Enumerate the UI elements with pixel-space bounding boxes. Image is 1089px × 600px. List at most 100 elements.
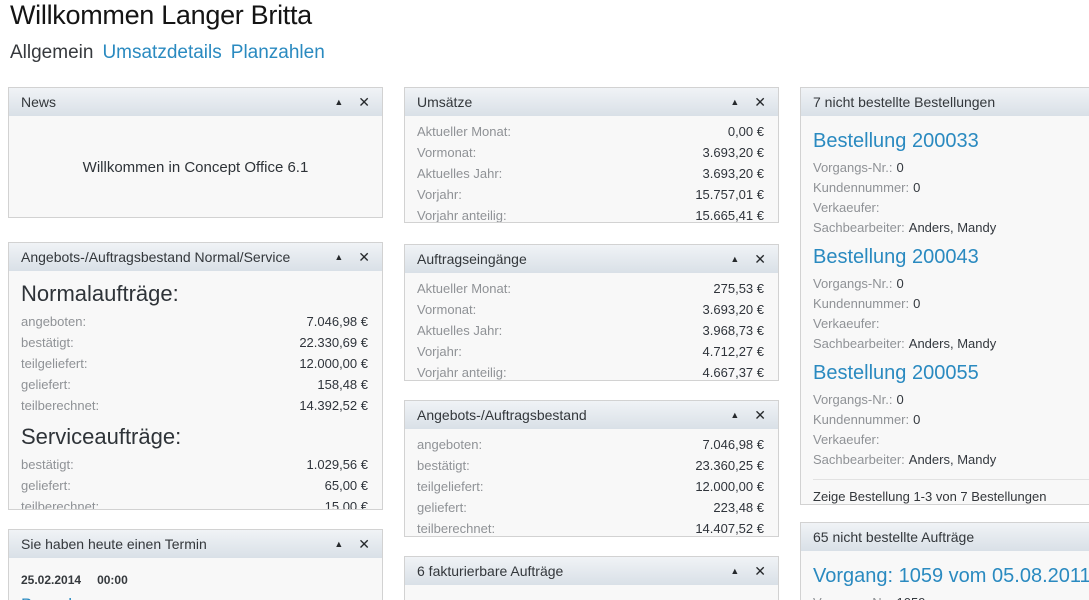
- panel-bestand: Angebots-/Auftragsbestand ▲ ✕ angeboten:…: [404, 400, 779, 537]
- row-label: teilgeliefert:: [21, 356, 88, 371]
- row-label: geliefert:: [21, 377, 71, 392]
- field-value: 0: [896, 275, 904, 291]
- collapse-icon[interactable]: ▲: [334, 538, 344, 549]
- panel-header[interactable]: 7 nicht bestellte Bestellungen ▲ ✕: [801, 88, 1089, 116]
- row-label: teilberechnet:: [417, 521, 496, 536]
- collapse-icon[interactable]: ▲: [334, 251, 344, 262]
- row-label: bestätigt:: [417, 458, 470, 473]
- close-icon[interactable]: ✕: [358, 94, 370, 110]
- collapse-icon[interactable]: ▲: [730, 96, 740, 107]
- row-value: 3.693,20 €: [702, 145, 764, 160]
- panel-header[interactable]: Angebots-/Auftragsbestand ▲ ✕: [405, 401, 778, 429]
- panel-header[interactable]: 6 fakturierbare Aufträge ▲ ✕: [405, 557, 778, 585]
- tab-umsatzdetails[interactable]: Umsatzdetails: [102, 42, 222, 63]
- panel-header[interactable]: 65 nicht bestellte Aufträge ▲ ✕: [801, 523, 1089, 551]
- close-icon[interactable]: ✕: [754, 563, 766, 579]
- field-label: Verkaeufer:: [813, 431, 880, 447]
- order-field: Sachbearbeiter: Anders, Mandy: [813, 449, 1089, 469]
- row-value: 223,48 €: [713, 500, 764, 515]
- field-value: 0: [913, 411, 921, 427]
- section-heading: Normalaufträge:: [21, 281, 179, 306]
- page-title: Willkommen Langer Britta: [10, 0, 312, 30]
- close-icon[interactable]: ✕: [358, 249, 370, 265]
- panel-title: Angebots-/Auftragsbestand Normal/Service: [21, 249, 291, 265]
- pagination-note: Zeige Bestellung 1-3 von 7 Bestellungen: [813, 479, 1089, 504]
- collapse-icon[interactable]: ▲: [334, 96, 344, 107]
- row-value: 14.407,52 €: [695, 521, 764, 536]
- row-value: 14.392,52 €: [299, 398, 368, 413]
- panel-auftraege: 65 nicht bestellte Aufträge ▲ ✕ Vorgang:…: [800, 522, 1089, 600]
- panel-termin: Sie haben heute einen Termin ▲ ✕ 25.02.2…: [8, 529, 383, 600]
- field-value: 0: [913, 179, 921, 195]
- panel-title: 65 nicht bestellte Aufträge: [813, 529, 975, 545]
- row-value: 7.046,98 €: [306, 314, 368, 329]
- row-label: Aktuelles Jahr:: [417, 166, 503, 181]
- bestellung-link[interactable]: Bestellung 200055: [813, 362, 979, 384]
- bestellung-link[interactable]: Bestellung 200033: [813, 130, 979, 152]
- stat-row: geliefert: 223,48 €: [417, 497, 764, 518]
- field-label: Verkaeufer:: [813, 315, 880, 331]
- order-field: Kundennummer: 0: [813, 177, 1089, 197]
- stat-row: teilgeliefert: 12.000,00 €: [21, 353, 368, 374]
- field-value: 0: [896, 159, 904, 175]
- field-label: Kundennummer:: [813, 295, 910, 311]
- row-label: Vormonat:: [417, 302, 477, 317]
- close-icon[interactable]: ✕: [754, 407, 766, 423]
- stat-row: teilgeliefert: 12.000,00 €: [417, 476, 764, 497]
- appointment-datetime: 25.02.2014 00:00: [21, 573, 368, 587]
- row-value: 3.968,73 €: [702, 323, 764, 338]
- panel-header[interactable]: News ▲ ✕: [9, 88, 382, 116]
- tab-allgemein[interactable]: Allgemein: [10, 42, 94, 63]
- panel-header[interactable]: Umsätze ▲ ✕: [405, 88, 778, 116]
- panel-title: Umsätze: [417, 94, 473, 110]
- tab-planzahlen[interactable]: Planzahlen: [230, 42, 325, 63]
- row-value: 3.693,20 €: [702, 166, 764, 181]
- panel-header[interactable]: Angebots-/Auftragsbestand Normal/Service…: [9, 243, 382, 271]
- order-field: Verkaeufer:: [813, 197, 1089, 217]
- collapse-icon[interactable]: ▲: [730, 253, 740, 264]
- field-value: 0: [896, 391, 904, 407]
- stat-row: Aktueller Monat: 0,00 €: [417, 121, 764, 142]
- panel-title: Angebots-/Auftragsbestand: [417, 407, 587, 423]
- close-icon[interactable]: ✕: [754, 94, 766, 110]
- row-value: 12.000,00 €: [299, 356, 368, 371]
- row-label: Vormonat:: [417, 145, 477, 160]
- row-value: 158,48 €: [317, 377, 368, 392]
- order-field: Sachbearbeiter: Anders, Mandy: [813, 217, 1089, 237]
- field-label: Sachbearbeiter:: [813, 451, 905, 467]
- appointment-link[interactable]: Besuch: [21, 592, 368, 600]
- panel-header[interactable]: Sie haben heute einen Termin ▲ ✕: [9, 530, 382, 558]
- row-label: teilberechnet:: [21, 499, 100, 510]
- stat-row: Aktuelles Jahr: 3.693,20 €: [417, 163, 764, 184]
- row-label: Vorjahr anteilig:: [417, 365, 507, 380]
- stat-row: teilberechnet: 14.407,52 €: [417, 518, 764, 536]
- panel-header[interactable]: Auftragseingänge ▲ ✕: [405, 245, 778, 273]
- order-field: Vorgangs-Nr.: 0: [813, 157, 1089, 177]
- stat-row: Vorjahr: 15.757,01 €: [417, 184, 764, 205]
- row-label: teilberechnet:: [21, 398, 100, 413]
- field-value: Anders, Mandy: [908, 451, 997, 467]
- close-icon[interactable]: ✕: [754, 251, 766, 267]
- close-icon[interactable]: ✕: [358, 536, 370, 552]
- news-message: Willkommen in Concept Office 6.1: [82, 158, 309, 176]
- stat-row: Vormonat: 3.693,20 €: [417, 142, 764, 163]
- field-label: Kundennummer:: [813, 411, 910, 427]
- field-value: 1059: [897, 595, 926, 600]
- order-field: Kundennummer: 0: [813, 293, 1089, 313]
- row-value: 15.665,41 €: [695, 208, 764, 223]
- bestellung-link[interactable]: Bestellung 200043: [813, 246, 979, 268]
- row-value: 22.330,69 €: [299, 335, 368, 350]
- field-label: Vorgangs-Nr.:: [813, 595, 893, 600]
- collapse-icon[interactable]: ▲: [730, 565, 740, 576]
- stat-row: Aktuelles Jahr: 3.968,73 €: [417, 320, 764, 341]
- row-value: 4.667,37 €: [702, 365, 764, 380]
- tab-bar: Allgemein Umsatzdetails Planzahlen: [10, 42, 325, 64]
- row-label: Vorjahr:: [417, 344, 462, 359]
- order-field: Vorgangs-Nr.: 0: [813, 389, 1089, 409]
- collapse-icon[interactable]: ▲: [730, 409, 740, 420]
- row-label: Vorjahr:: [417, 187, 462, 202]
- stat-row: teilberechnet: 14.392,52 €: [21, 395, 368, 416]
- stat-row: angeboten: 7.046,98 €: [21, 311, 368, 332]
- vorgang-link[interactable]: Vorgang: 1059 vom 05.08.2011: [813, 565, 1089, 587]
